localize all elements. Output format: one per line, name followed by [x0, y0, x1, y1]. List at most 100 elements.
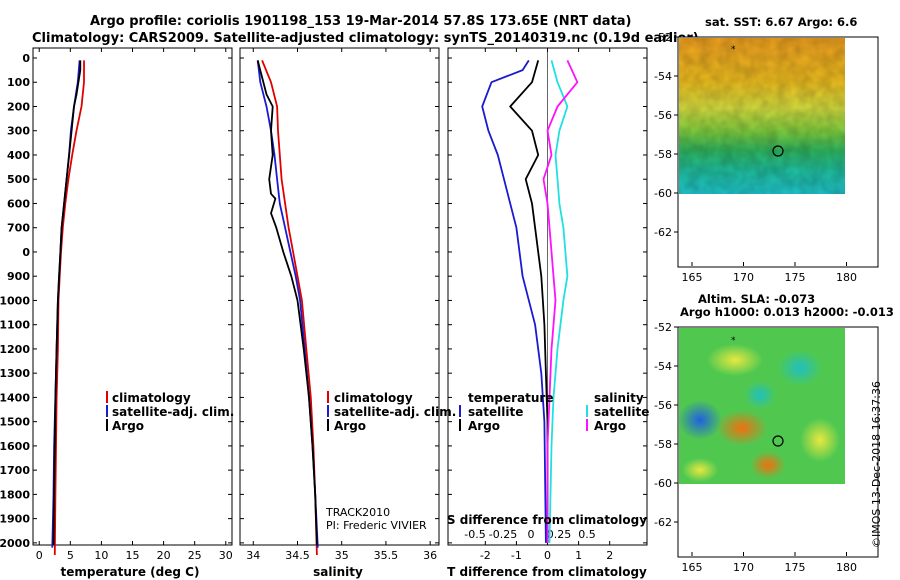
map-x-tick-label: 170 — [733, 561, 754, 574]
legend-label-climatology: climatology — [112, 391, 191, 405]
map-x-tick-label: 165 — [682, 561, 703, 574]
legend-title-salinity: salinity — [594, 391, 644, 405]
legend-label-argo: Argo — [112, 419, 144, 433]
sla-anomaly — [707, 344, 763, 376]
temperature-plot-frame — [32, 47, 233, 546]
map-x-tick-label: 180 — [836, 561, 857, 574]
y-tick-label: 900 — [7, 270, 30, 283]
map-x-tick-label: 175 — [785, 271, 806, 284]
x-tick-label: 10 — [94, 549, 108, 562]
y-tick-label: 700 — [7, 222, 30, 235]
y-tick-label: 1200 — [0, 343, 30, 356]
salinity-xlabel: salinity — [313, 565, 363, 579]
argo-location-marker — [772, 435, 784, 447]
x-tick-label: 1 — [575, 549, 582, 562]
legend-label-satellite: satellite-adj. clim. — [334, 405, 456, 419]
sla-argo-heights: Argo h1000: 0.013 h2000: -0.013 — [680, 305, 894, 319]
sla-map: * -52 -54 -56 -58 -60 -62 165 170 175 180 — [654, 321, 879, 574]
x-tick-label: -1 — [511, 549, 522, 562]
map-y-tick-label: -62 — [654, 516, 672, 529]
map-x-tick-label: 175 — [785, 561, 806, 574]
series-line-t-argo — [509, 60, 549, 543]
x-tick-label: 25 — [188, 549, 202, 562]
x-tick-label: 20 — [157, 549, 171, 562]
y-tick-label: 1600 — [0, 440, 30, 453]
map-x-tick-label: 180 — [836, 271, 857, 284]
track-label: TRACK2010 — [325, 506, 390, 519]
series-line-t-satellite — [481, 59, 547, 543]
temperature-plot: 0100200300400500600700090010001100120013… — [0, 48, 233, 562]
map-y-tick-label: -56 — [654, 109, 672, 122]
y-tick-label: 400 — [7, 149, 30, 162]
x-tick-label: -2 — [480, 549, 491, 562]
temperature-xlabel: temperature (deg C) — [61, 565, 200, 579]
map-y-tick-label: -60 — [654, 477, 672, 490]
sla-map-title: Altim. SLA: -0.073 — [698, 292, 816, 306]
salinity-plot: 34 34.5 35 35.5 36 — [240, 48, 439, 562]
map-y-tick-label: -58 — [654, 148, 672, 161]
x-tick-label: 35.5 — [374, 549, 399, 562]
sla-anomaly — [778, 350, 822, 386]
map-y-tick-label: -62 — [654, 226, 672, 239]
sla-anomaly — [800, 418, 840, 462]
legend-label-s-argo: Argo — [594, 419, 626, 433]
y-tick-label: 1100 — [0, 319, 30, 332]
argo-location-marker — [772, 145, 784, 157]
series-line-s-satellite — [548, 60, 569, 543]
y-tick-label: 1000 — [0, 294, 30, 307]
x-tick-label: 30 — [219, 549, 233, 562]
map-y-tick-label: -52 — [654, 321, 672, 334]
y-tick-label: 2000 — [0, 537, 30, 550]
top-x-tick-label: -0.5 — [464, 528, 485, 541]
map-x-tick-label: 165 — [682, 271, 703, 284]
difference-plot: -2 -1 0 1 2 -0.5 -0.25 0 0.25 0.5 — [448, 48, 647, 562]
y-tick-label: 0 — [22, 246, 30, 259]
top-x-tick-label: -0.25 — [489, 528, 517, 541]
previous-location-marker: * — [731, 336, 736, 346]
y-tick-label: 600 — [7, 197, 30, 210]
map-y-tick-label: -52 — [654, 31, 672, 44]
sla-anomaly — [750, 451, 786, 479]
legend-title-temperature: temperature — [468, 391, 553, 405]
x-tick-label: 35 — [335, 549, 349, 562]
y-tick-label: 100 — [7, 76, 30, 89]
y-tick-label: 1300 — [0, 367, 30, 380]
x-tick-label: 0 — [36, 549, 43, 562]
y-tick-label: 1900 — [0, 513, 30, 526]
x-tick-label: 34 — [246, 549, 260, 562]
y-tick-label: 1700 — [0, 464, 30, 477]
y-tick-label: 0 — [22, 52, 30, 65]
sla-anomaly — [744, 381, 776, 409]
legend-label-satellite: satellite-adj. clim. — [112, 405, 234, 419]
sst-map-title: sat. SST: 6.67 Argo: 6.6 — [705, 15, 858, 29]
previous-location-marker: * — [731, 45, 736, 55]
top-x-tick-label: 0.25 — [547, 528, 572, 541]
x-tick-label: 0 — [544, 549, 551, 562]
difference-xlabel: T difference from climatology — [447, 565, 647, 579]
y-tick-label: 1400 — [0, 391, 30, 404]
sst-map: * -52 -54 -56 -58 -60 -62 165 170 175 180 — [654, 31, 879, 284]
legend-label-t-argo: Argo — [468, 419, 500, 433]
series-line-argo — [256, 60, 318, 546]
chart-title-line2: Climatology: CARS2009. Satellite-adjuste… — [32, 31, 699, 46]
y-tick-label: 300 — [7, 125, 30, 138]
series-line-satellite-adj-clim- — [256, 60, 319, 548]
pi-label: PI: Frederic VIVIER — [326, 519, 427, 532]
legend-label-s-satellite: satellite — [594, 405, 649, 419]
x-tick-label: 15 — [126, 549, 140, 562]
difference-legend: temperature satellite Argo salinity sate… — [459, 391, 649, 433]
x-tick-label: 34.5 — [285, 549, 310, 562]
top-x-tick-label: 0 — [528, 528, 535, 541]
map-y-tick-label: -60 — [654, 187, 672, 200]
y-tick-label: 1500 — [0, 416, 30, 429]
sst-axes: -52 -54 -56 -58 -60 -62 165 170 175 180 — [654, 31, 857, 284]
series-line-s-argo — [542, 60, 579, 543]
series-line-climatology — [53, 60, 85, 556]
legend-label-climatology: climatology — [334, 391, 413, 405]
map-y-tick-label: -54 — [654, 70, 672, 83]
map-y-tick-label: -56 — [654, 399, 672, 412]
difference-top-xlabel: S difference from climatology — [447, 513, 647, 527]
y-tick-label: 500 — [7, 173, 30, 186]
series-line-climatology — [261, 60, 318, 556]
